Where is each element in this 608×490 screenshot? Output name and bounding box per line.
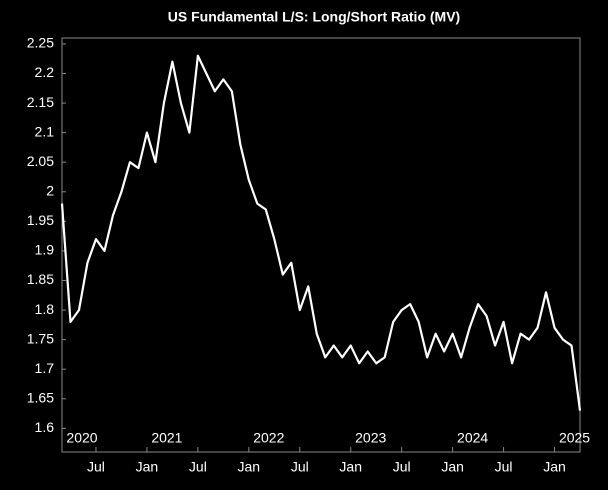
x-tick-label: Jan xyxy=(339,459,362,475)
year-label: 2022 xyxy=(253,430,284,446)
year-label: 2023 xyxy=(355,430,386,446)
x-tick-label: Jul xyxy=(87,459,105,475)
y-tick-label: 2.25 xyxy=(27,35,54,51)
year-label: 2020 xyxy=(66,430,97,446)
y-tick-label: 2.05 xyxy=(27,153,54,169)
year-label: 2025 xyxy=(559,430,590,446)
year-label: 2021 xyxy=(151,430,182,446)
x-tick-label: Jan xyxy=(441,459,464,475)
y-tick-label: 2.15 xyxy=(27,94,54,110)
year-label: 2024 xyxy=(457,430,488,446)
y-tick-label: 1.65 xyxy=(27,389,54,405)
y-tick-label: 2.1 xyxy=(35,123,55,139)
x-tick-label: Jul xyxy=(495,459,513,475)
y-tick-label: 1.9 xyxy=(35,242,55,258)
y-tick-label: 1.6 xyxy=(35,419,55,435)
y-tick-label: 1.75 xyxy=(27,330,54,346)
x-tick-label: Jan xyxy=(543,459,566,475)
x-tick-label: Jul xyxy=(291,459,309,475)
y-tick-label: 1.85 xyxy=(27,271,54,287)
data-line xyxy=(60,54,582,411)
chart-title: US Fundamental L/S: Long/Short Ratio (MV… xyxy=(168,9,460,25)
x-tick-label: Jan xyxy=(238,459,261,475)
x-tick-label: Jan xyxy=(136,459,159,475)
y-tick-label: 1.95 xyxy=(27,212,54,228)
y-tick-label: 1.8 xyxy=(35,301,55,317)
x-tick-label: Jul xyxy=(189,459,207,475)
y-tick-label: 2 xyxy=(46,182,54,198)
plot-frame xyxy=(61,37,581,453)
x-tick-label: Jul xyxy=(393,459,411,475)
y-tick-label: 2.2 xyxy=(35,64,55,80)
y-tick-label: 1.7 xyxy=(35,360,55,376)
